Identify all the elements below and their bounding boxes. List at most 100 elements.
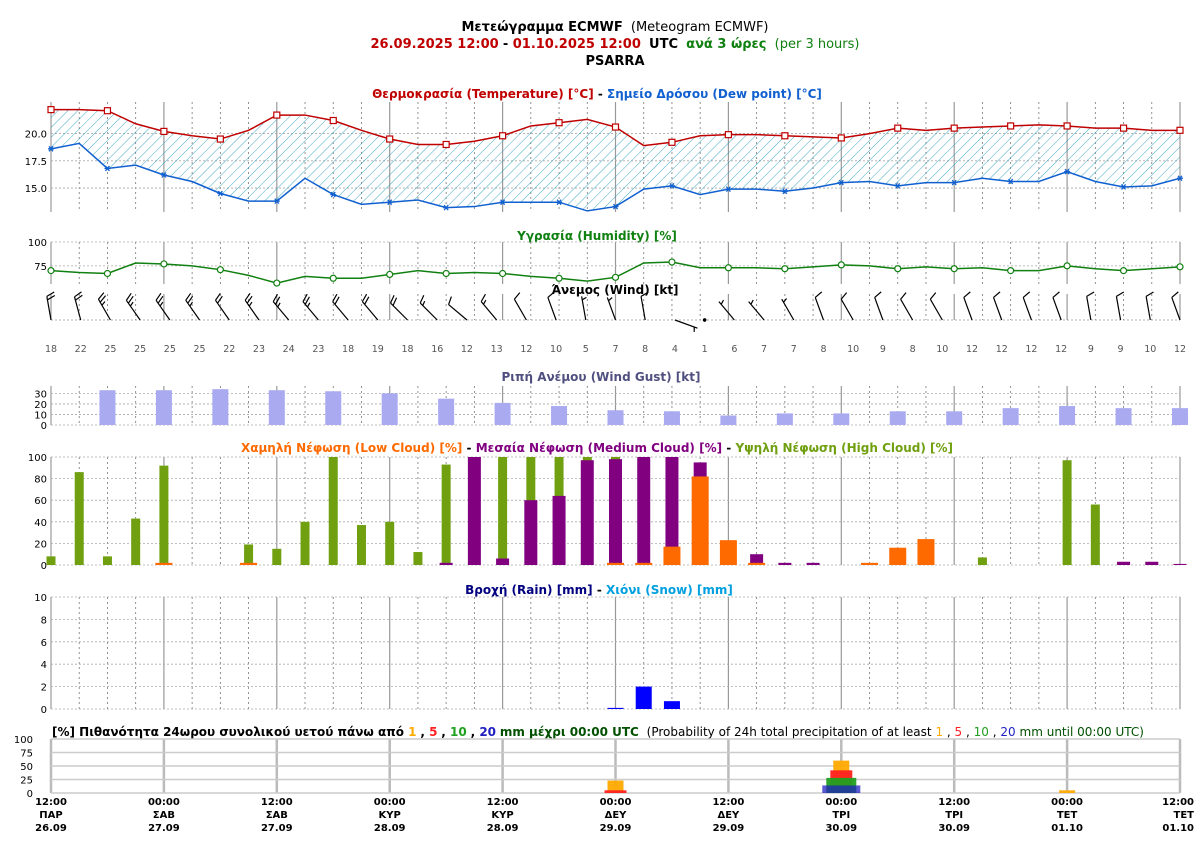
dewpoint-point bbox=[330, 191, 337, 198]
range-start: 26.09.2025 12:00 bbox=[371, 37, 499, 52]
wind-barb-feather bbox=[187, 295, 194, 304]
gust-bar bbox=[438, 398, 455, 425]
wind-barb bbox=[390, 295, 408, 321]
prob-1mm-bar bbox=[607, 780, 624, 793]
range-step: ανά 3 ώρες bbox=[686, 37, 766, 52]
humidity-point bbox=[1007, 267, 1015, 275]
y-tick-label: 30 bbox=[34, 389, 47, 400]
temperature-point bbox=[273, 111, 281, 119]
medium-cloud-bar bbox=[1117, 561, 1131, 565]
low-cloud-bar bbox=[607, 562, 624, 565]
wind-speed-label: 13 bbox=[491, 344, 503, 355]
prob-en-threshold-5: 5 bbox=[955, 725, 963, 739]
rain-bar bbox=[607, 707, 624, 709]
time-axis-date: 27.09 bbox=[261, 823, 293, 834]
y-tick-label: 80 bbox=[34, 475, 47, 486]
y-tick-label: 100 bbox=[28, 238, 47, 249]
temp-title: Θερμοκρασία (Temperature) [°C] bbox=[372, 87, 594, 101]
dewpoint-point bbox=[499, 199, 506, 206]
dewpoint-marker-stroke bbox=[1121, 184, 1127, 190]
title-alt: (Meteogram ECMWF) bbox=[631, 20, 769, 35]
gust-bar bbox=[889, 411, 906, 425]
dewpoint-point bbox=[838, 179, 845, 186]
dewpoint-point bbox=[104, 165, 111, 172]
y-tick-label: 20 bbox=[34, 539, 47, 550]
low-cloud-bar bbox=[719, 540, 737, 565]
wind-barb-feather bbox=[419, 295, 425, 304]
temperature-point bbox=[160, 127, 168, 136]
wind-barb bbox=[480, 293, 498, 321]
dewpoint-point bbox=[1120, 184, 1127, 190]
wind-speed-label: 10 bbox=[1144, 344, 1156, 355]
medium-cloud-title: Μεσαία Νέφωση (Medium Cloud) [%] bbox=[476, 441, 722, 455]
time-axis-date: 26.09 bbox=[35, 823, 67, 834]
dewpoint-point bbox=[273, 198, 280, 205]
gust-bar bbox=[1002, 408, 1019, 425]
low-cloud-bar bbox=[917, 539, 935, 565]
time-axis-day: ΔΕΥ bbox=[605, 810, 628, 821]
wind-barb-feather bbox=[963, 291, 971, 298]
gust-bar bbox=[946, 411, 963, 425]
wind-title: Άνεμος (Wind) [kt] bbox=[551, 283, 678, 297]
wind-barb-feather bbox=[929, 292, 937, 300]
y-tick-label: 6 bbox=[41, 638, 47, 649]
wind-barb-feather bbox=[97, 292, 105, 300]
wind-barb bbox=[332, 293, 349, 321]
wind-barb-staff bbox=[929, 298, 943, 321]
wind-barb-feather bbox=[246, 295, 253, 304]
medium-cloud-bar bbox=[637, 457, 651, 565]
temperature-point bbox=[216, 135, 224, 143]
low-cloud-bar bbox=[635, 562, 653, 565]
temperature-point bbox=[1119, 124, 1128, 132]
time-axis-day: ΤΕΤ bbox=[1057, 810, 1078, 821]
wind-barb-feather bbox=[392, 297, 398, 306]
humidity-point bbox=[724, 264, 733, 272]
y-tick-label: 0 bbox=[27, 789, 33, 800]
prob-threshold-20: 20 bbox=[479, 725, 496, 739]
wind-speed-label: 9 bbox=[1088, 344, 1094, 355]
gust-bar bbox=[663, 411, 680, 425]
y-tick-label: 10 bbox=[34, 410, 47, 421]
wind-barb-half-feather bbox=[750, 299, 754, 305]
low-cloud-bar bbox=[748, 562, 766, 565]
wind-barb-feather bbox=[185, 292, 192, 301]
dewpoint-point bbox=[160, 172, 167, 178]
wind-barb-staff bbox=[718, 301, 735, 321]
dewpoint-marker-stroke bbox=[48, 145, 54, 152]
wind-barb bbox=[840, 292, 854, 321]
temperature-point bbox=[668, 138, 676, 146]
time-axis-date: 30.09 bbox=[825, 823, 857, 834]
wind-speed-label: 8 bbox=[910, 344, 916, 355]
high-cloud-bar bbox=[1090, 504, 1100, 565]
wind-barb-staff bbox=[1022, 297, 1033, 321]
title-line-2: 26.09.2025 12:00 - 01.10.2025 12:00 UTC … bbox=[371, 37, 860, 52]
humidity-point bbox=[442, 269, 450, 278]
prob-5mm-bar bbox=[604, 790, 627, 793]
dewpoint-point bbox=[48, 145, 54, 152]
wind-barb-staff bbox=[302, 301, 319, 321]
low-cloud-bar bbox=[691, 476, 709, 565]
time-axis-hour: 12:00 bbox=[1162, 797, 1194, 808]
y-tick-label: 0 bbox=[41, 705, 47, 716]
prob-threshold-1: 1 bbox=[408, 725, 416, 739]
wind-barb bbox=[606, 297, 617, 321]
medium-cloud-bar bbox=[552, 495, 566, 565]
wind-barb-staff bbox=[480, 301, 498, 321]
dewpoint-marker-stroke bbox=[161, 172, 167, 178]
wind-barb-half-feather bbox=[422, 300, 426, 306]
wind-barb-feather bbox=[874, 291, 882, 298]
medium-cloud-bar bbox=[1145, 561, 1159, 565]
wind-barb-half-feather bbox=[277, 302, 281, 308]
wind-barb bbox=[929, 292, 943, 321]
high-cloud-bar bbox=[46, 556, 56, 565]
wind-speed-label: 24 bbox=[283, 344, 295, 355]
wind-barb-feather bbox=[840, 292, 848, 300]
wind-barb-feather bbox=[215, 292, 221, 301]
time-axis-day: ΤΡΙ bbox=[945, 810, 963, 821]
wind-barb-staff bbox=[1086, 296, 1092, 321]
wind-speed-label: 12 bbox=[1174, 344, 1186, 355]
y-tick-label: 75 bbox=[34, 262, 47, 273]
wind-barb-feather bbox=[75, 294, 83, 301]
wind-barb bbox=[1171, 291, 1181, 321]
wind-barb bbox=[581, 296, 587, 321]
